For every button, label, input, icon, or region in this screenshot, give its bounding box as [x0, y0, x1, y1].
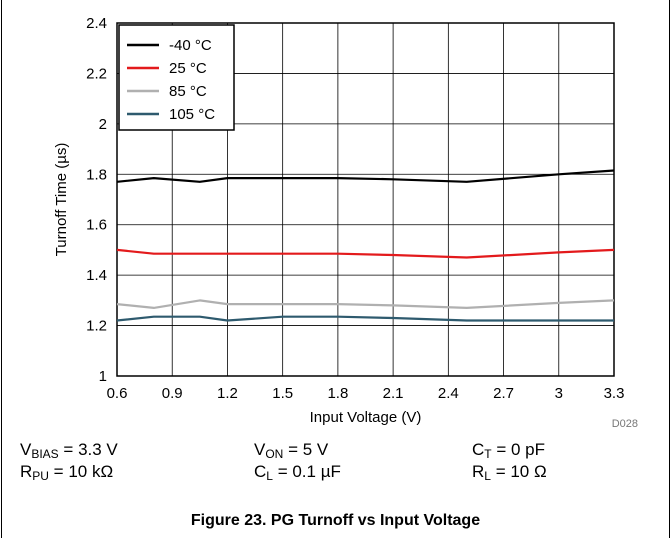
plot-border [116, 22, 615, 377]
legend-label: -40 °C [169, 37, 212, 54]
condition-ct: CT = 0 pF [472, 440, 546, 461]
y-tick-label: 2.4 [86, 15, 107, 32]
x-tick-label: 3.3 [604, 385, 625, 402]
y-axis-label: Turnoff Time (µs) [53, 143, 70, 257]
legend-label: 105 °C [169, 106, 215, 123]
legend: -40 °C 25 °C 85 °C 105 °C [118, 24, 235, 131]
condition-rl: RL = 10 Ω [472, 462, 547, 483]
y-tick-label: 1.6 [86, 217, 107, 234]
x-tick-label: 3 [555, 385, 563, 402]
y-tick-label: 2 [99, 116, 107, 133]
figure-code: D028 [612, 418, 638, 430]
x-tick-label: 0.9 [162, 385, 183, 402]
y-tick-labels: 1 1.2 1.4 1.6 1.8 2 2.2 2.4 [86, 15, 107, 385]
x-tick-label: 1.8 [327, 385, 348, 402]
x-tick-label: 1.5 [272, 385, 293, 402]
x-tick-label: 2.4 [438, 385, 459, 402]
legend-label: 25 °C [169, 60, 207, 77]
x-tick-label: 2.7 [493, 385, 514, 402]
legend-label: 85 °C [169, 83, 207, 100]
condition-vbias: VBIAS = 3.3 V [20, 440, 118, 461]
series-line-25C [116, 248, 615, 259]
y-tick-label: 2.2 [86, 65, 107, 82]
condition-von: VON = 5 V [254, 440, 329, 461]
figure-caption: Figure 23. PG Turnoff vs Input Voltage [190, 512, 481, 529]
series-line--40C [116, 169, 615, 183]
y-tick-label: 1.4 [86, 267, 107, 284]
y-tick-label: 1 [99, 368, 107, 385]
x-tick-label: 2.1 [383, 385, 404, 402]
legend-box [118, 24, 235, 131]
condition-rpu: RPU = 10 kΩ [20, 462, 114, 483]
y-tick-label: 1.2 [86, 318, 107, 335]
x-tick-label: 0.6 [107, 385, 128, 402]
x-axis-label: Input Voltage (V) [310, 409, 422, 426]
y-tick-label: 1.8 [86, 166, 107, 183]
frame-left-border [1, 0, 2, 538]
x-tick-labels: 0.6 0.9 1.2 1.5 1.8 2.1 2.4 2.7 3 3.3 [107, 385, 625, 402]
condition-cl: CL = 0.1 µF [254, 462, 341, 483]
series-group [116, 169, 615, 322]
frame-right-border [669, 0, 670, 538]
series-line-105C [116, 315, 614, 322]
series-line-85C [116, 299, 615, 309]
x-tick-label: 1.2 [217, 385, 238, 402]
